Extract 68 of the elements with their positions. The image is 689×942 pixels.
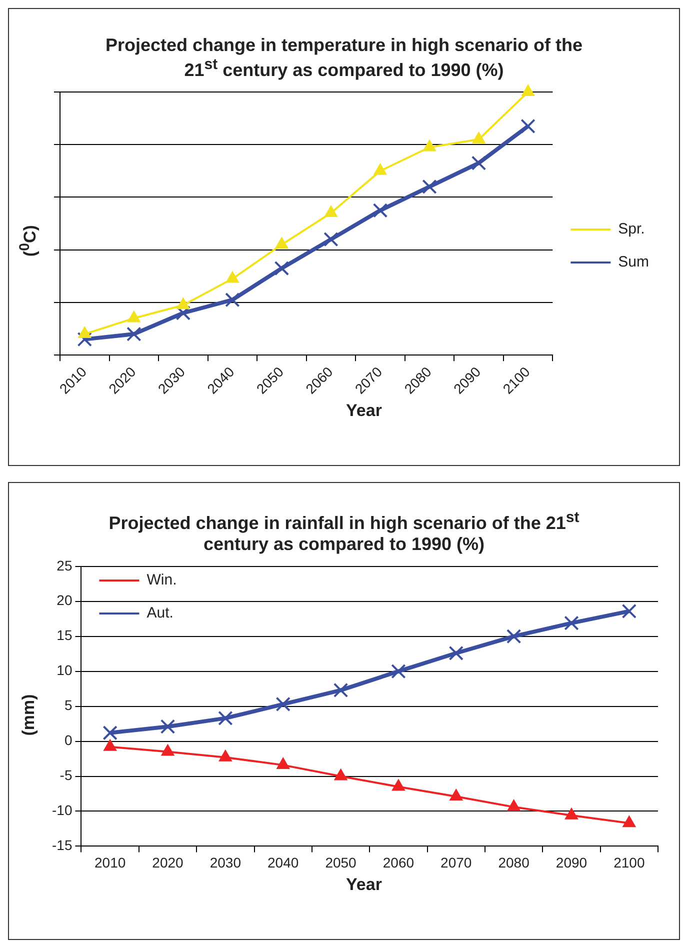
point xyxy=(126,326,142,342)
point xyxy=(176,298,190,310)
point xyxy=(127,310,140,322)
x-axis-title: Year xyxy=(345,875,383,895)
point xyxy=(333,682,348,698)
point xyxy=(226,271,239,283)
y-tick-label: 20 xyxy=(56,592,72,608)
point xyxy=(218,750,232,762)
point xyxy=(521,84,535,96)
point xyxy=(77,332,92,347)
y-tick-label: -5 xyxy=(60,767,72,784)
x-tick-label: 2060 xyxy=(382,854,414,870)
point xyxy=(564,616,579,630)
point xyxy=(102,726,118,740)
point xyxy=(392,779,406,791)
y-tick-label: 10 xyxy=(56,662,72,678)
point xyxy=(520,118,536,134)
x-tick-label: 2040 xyxy=(268,854,299,870)
point xyxy=(450,789,463,801)
x-axis-title: Year xyxy=(345,401,383,421)
x-tick-label: 2090 xyxy=(556,854,588,870)
point xyxy=(472,132,486,144)
point xyxy=(507,800,520,812)
point xyxy=(276,758,290,770)
point xyxy=(422,140,436,152)
x-tick-label: 2100 xyxy=(614,854,645,870)
point xyxy=(471,156,486,170)
point xyxy=(372,203,388,218)
x-tick-label: 2050 xyxy=(325,854,357,870)
legend-label: Aut. xyxy=(146,604,174,622)
point xyxy=(161,744,174,756)
point xyxy=(448,646,464,660)
point xyxy=(506,628,522,644)
point xyxy=(324,206,338,218)
point xyxy=(374,163,387,175)
chart-title: Projected change in rainfall in high scenario of the 21$^{st}$ century as compared to 1990 (%) xyxy=(108,509,580,554)
point xyxy=(104,739,117,751)
legend-label: Win. xyxy=(146,572,177,589)
y-tick-label: -15 xyxy=(52,837,72,854)
point xyxy=(276,696,290,712)
x-tick-label: 2070 xyxy=(440,854,472,870)
y-tick-label: 25 xyxy=(56,557,72,574)
y-axis-title: (mm) xyxy=(19,694,39,736)
x-tick-label: 2020 xyxy=(152,854,184,870)
point xyxy=(622,604,637,619)
point xyxy=(274,260,290,276)
y-tick-label: 0 xyxy=(64,732,72,748)
chart-title: Projected change in temperature in high scenario of the 21$^{st}$ century as compared to 1990 (%) xyxy=(104,34,584,81)
x-tick-label: 2030 xyxy=(210,854,242,870)
y-tick-label: 5 xyxy=(64,697,72,714)
legend-label: Spr. xyxy=(618,220,645,238)
point xyxy=(160,719,176,734)
point xyxy=(391,664,406,679)
point xyxy=(622,816,636,828)
point xyxy=(334,768,348,780)
point xyxy=(275,237,288,249)
point xyxy=(78,326,92,338)
y-tick-label: 15 xyxy=(56,627,72,644)
point xyxy=(324,232,338,247)
legend-label: Sum xyxy=(618,254,649,271)
x-tick-label: 2080 xyxy=(498,854,530,870)
point xyxy=(225,292,240,308)
point xyxy=(564,808,578,820)
x-tick-label: 2010 xyxy=(94,854,126,870)
y-tick-label: -10 xyxy=(52,802,72,818)
point xyxy=(176,306,191,320)
point xyxy=(218,710,233,726)
point xyxy=(422,179,437,194)
